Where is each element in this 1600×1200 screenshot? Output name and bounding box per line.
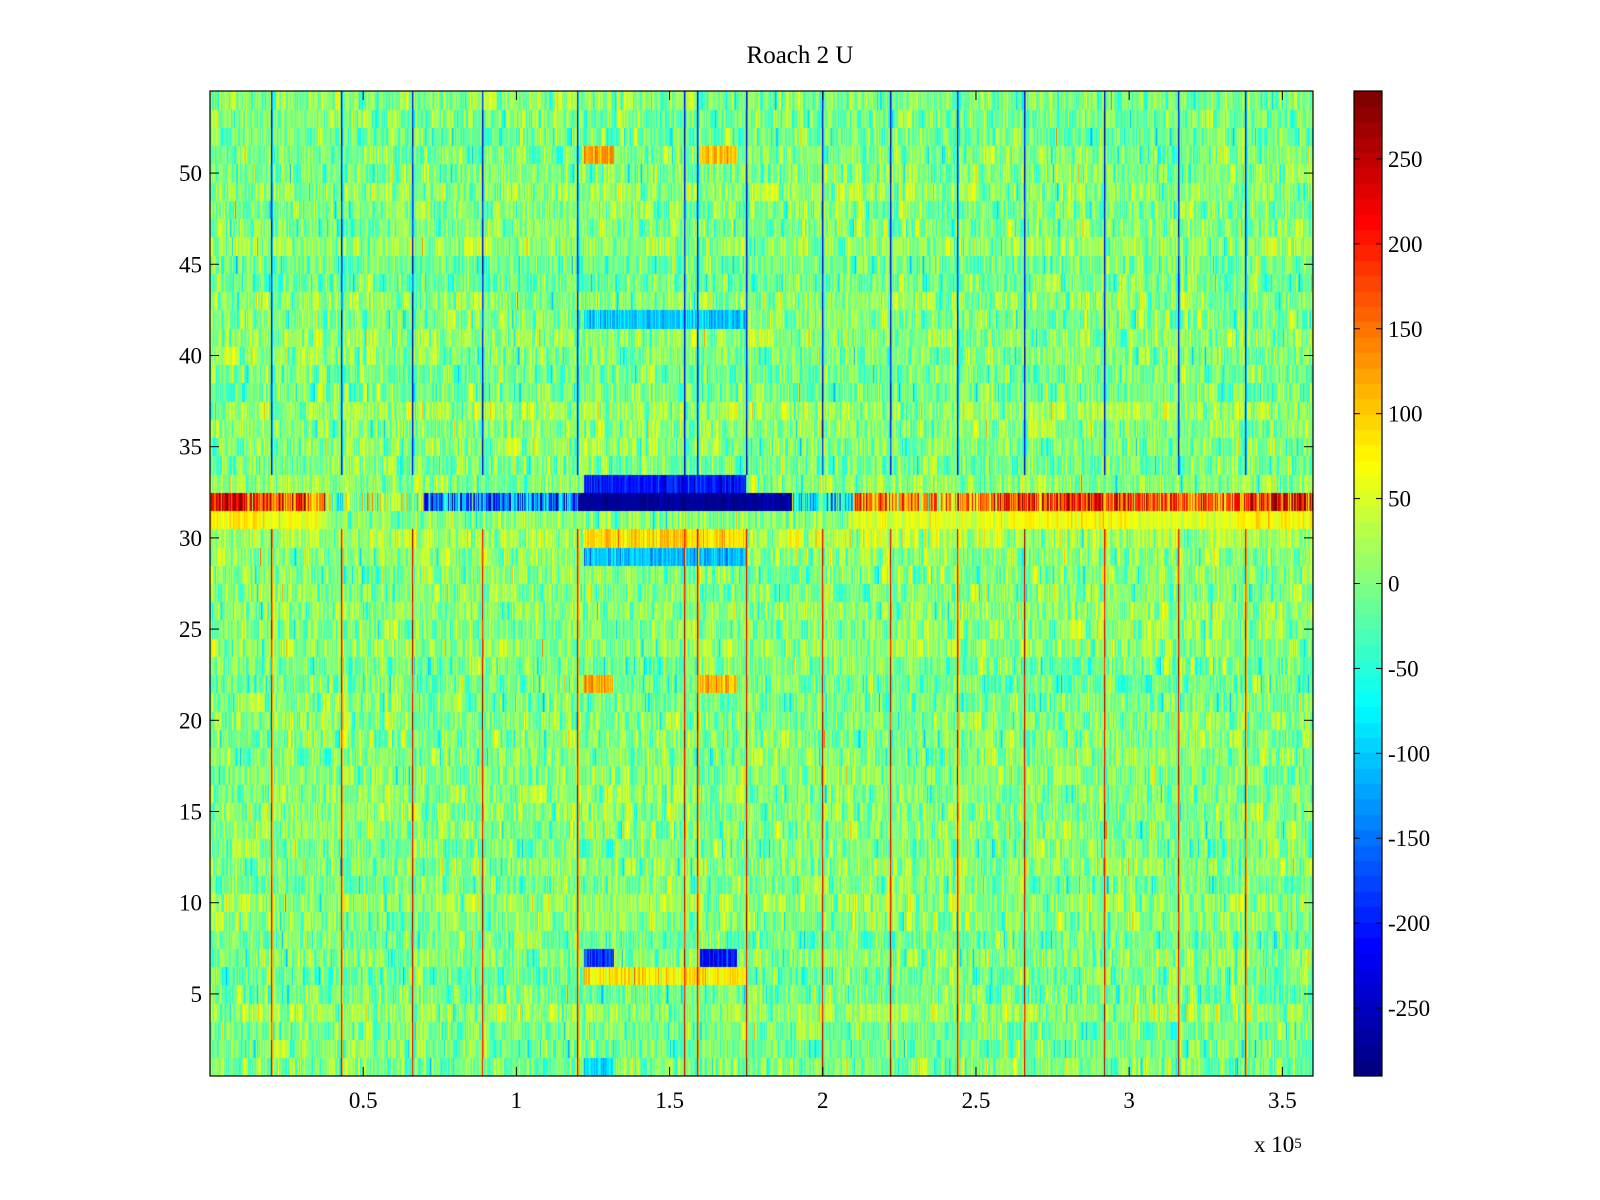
x-tick-label: 0.5 [349, 1088, 378, 1113]
x-axis-ticks: 0.5 1 1.5 2 2.5 3 3.5 [349, 91, 1297, 1113]
colorbar-tick-label: -50 [1388, 656, 1419, 681]
y-tick-label: 15 [179, 800, 202, 825]
x-tick-label: 2.5 [962, 1088, 991, 1113]
y-tick-label: 10 [179, 891, 202, 916]
colorbar-tick-label: 200 [1388, 232, 1423, 257]
colorbar-tick-label: -250 [1388, 996, 1430, 1021]
x-axis-multiplier: x 105 [1254, 1132, 1302, 1158]
colorbar-tick-label: 250 [1388, 147, 1423, 172]
colorbar-tick-label: 150 [1388, 317, 1423, 342]
x-tick-label: 3.5 [1268, 1088, 1297, 1113]
y-tick-label: 30 [179, 526, 202, 551]
x-tick-label: 3 [1123, 1088, 1135, 1113]
y-tick-label: 20 [179, 708, 202, 733]
y-tick-label: 50 [179, 161, 202, 186]
chart-title: Roach 2 U [746, 42, 854, 69]
y-tick-label: 35 [179, 435, 202, 460]
y-tick-label: 40 [179, 343, 202, 368]
y-tick-label: 25 [179, 617, 202, 642]
x-axis-multiplier-base: x 10 [1254, 1132, 1295, 1157]
x-tick-label: 1 [511, 1088, 523, 1113]
y-axis-ticks: 5 10 15 20 25 30 35 40 45 50 [179, 161, 1313, 1007]
colorbar-tick-label: -200 [1388, 911, 1430, 936]
plot-frame [209, 90, 1314, 1077]
x-tick-label: 1.5 [655, 1088, 684, 1113]
colorbar-tick-label: 0 [1388, 572, 1400, 597]
colorbar-ticks: 250 200 150 100 50 0 -50 -100 -150 -200 -250 [1354, 147, 1430, 1021]
colorbar-tick-label: -100 [1388, 741, 1430, 766]
heatmap-image [210, 91, 1313, 1076]
colorbar-tick-label: -150 [1388, 826, 1430, 851]
y-tick-label: 5 [191, 982, 203, 1007]
y-tick-label: 45 [179, 252, 202, 277]
colorbar-tick-label: 100 [1388, 402, 1423, 427]
colorbar-tick-label: 50 [1388, 487, 1411, 512]
x-tick-label: 2 [817, 1088, 829, 1113]
x-axis-multiplier-exponent: 5 [1294, 1136, 1302, 1152]
